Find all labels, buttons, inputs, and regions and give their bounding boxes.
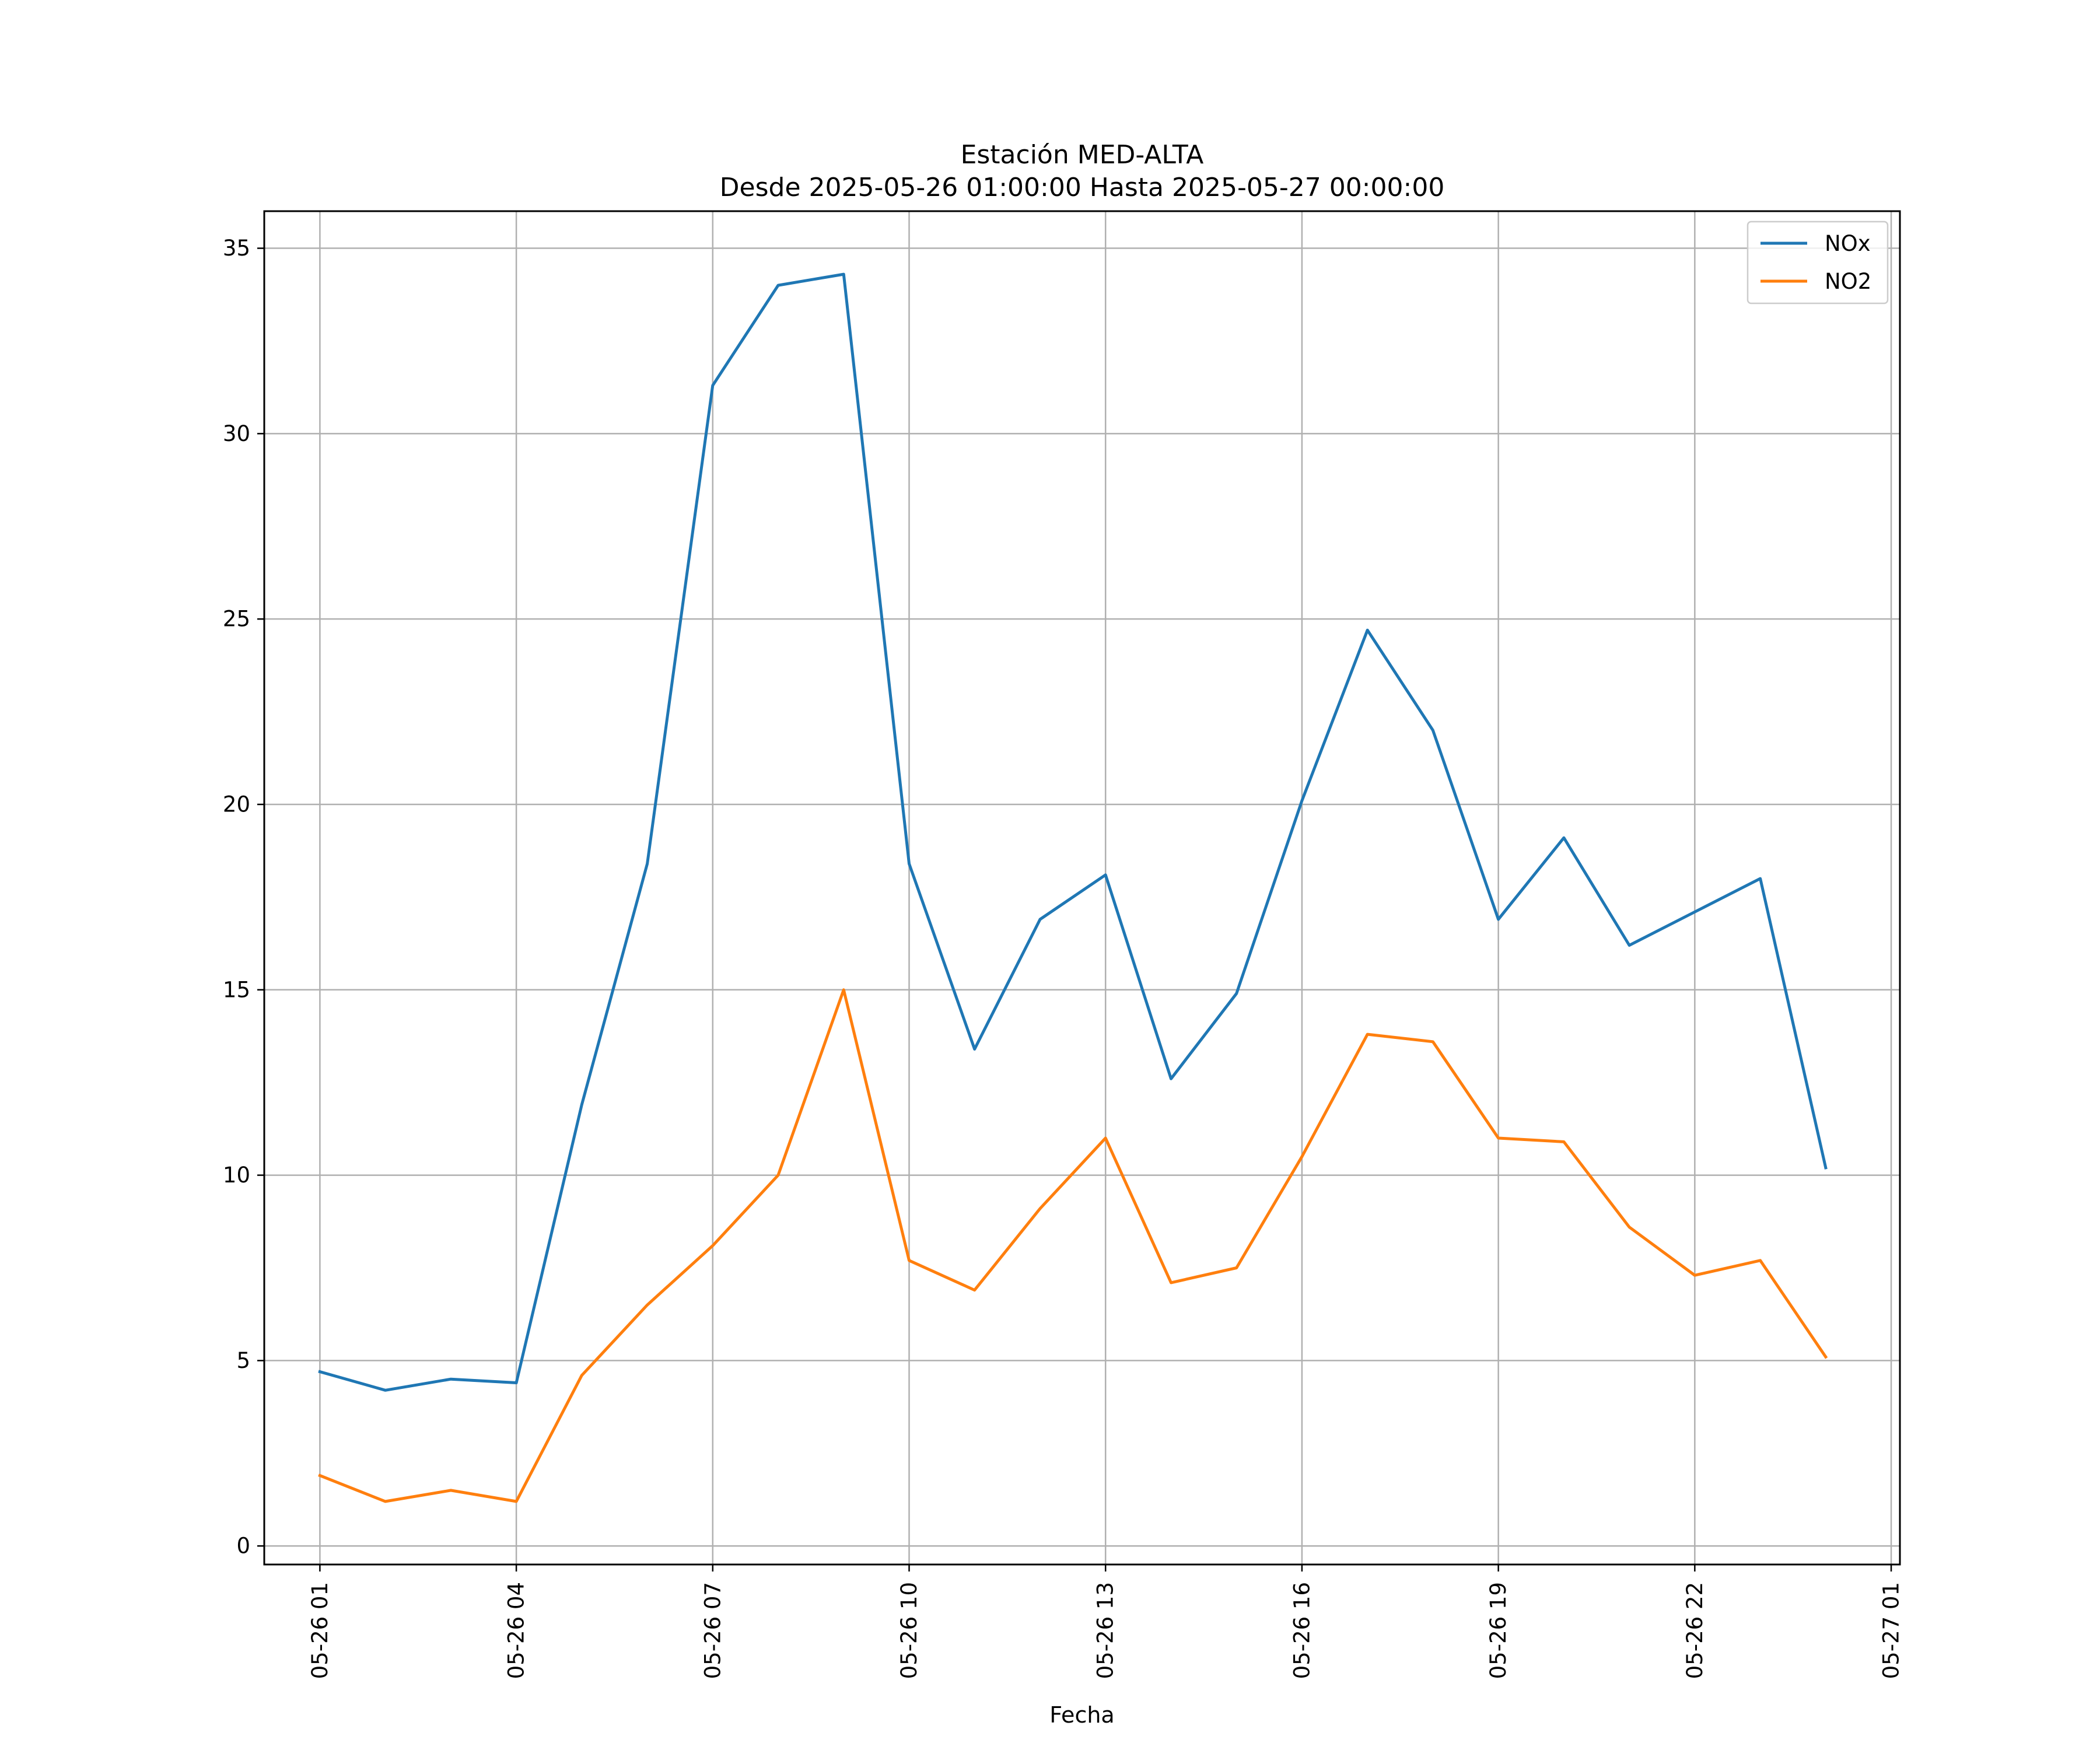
- x-axis-label: Fecha: [1049, 1702, 1114, 1728]
- x-tick-label: 05-27 01: [1879, 1582, 1904, 1679]
- x-tick-label: 05-26 04: [504, 1582, 529, 1679]
- grid: [264, 211, 1900, 1564]
- x-tick-label: 05-26 22: [1682, 1582, 1707, 1679]
- chart-subtitle: Desde 2025-05-26 01:00:00 Hasta 2025-05-…: [720, 173, 1445, 202]
- plot-frame: [263, 210, 1901, 1566]
- y-tick-label: 30: [223, 421, 250, 446]
- y-tick-label: 0: [236, 1534, 250, 1559]
- chart-title: Estación MED-ALTA: [961, 140, 1204, 170]
- legend: NOx NO2: [1746, 220, 1889, 304]
- y-tick-label: 25: [223, 607, 250, 632]
- legend-label-no2: NO2: [1825, 269, 1871, 294]
- y-tick-label: 15: [223, 977, 250, 1002]
- y-tick-label: 20: [223, 792, 250, 817]
- legend-label-nox: NOx: [1825, 231, 1871, 256]
- y-tick-label: 5: [236, 1348, 250, 1373]
- x-tick-label: 05-26 16: [1289, 1582, 1314, 1679]
- series-line-no2: [318, 988, 1828, 1503]
- y-tick-label: 10: [223, 1163, 250, 1188]
- x-tick-label: 05-26 10: [897, 1582, 922, 1679]
- x-tick-label: 05-26 19: [1486, 1582, 1511, 1679]
- x-tick-label: 05-26 01: [307, 1582, 332, 1679]
- series-lines: [318, 272, 1828, 1503]
- series-line-nox: [318, 272, 1828, 1392]
- x-tick-label: 05-26 07: [700, 1582, 725, 1679]
- y-tick-label: 35: [223, 236, 250, 261]
- x-tick-label: 05-26 13: [1093, 1582, 1118, 1679]
- axis-ticks: 05-26 01 05-26 04 05-26 07 05-26 10 05-26 13…: [223, 236, 1904, 1679]
